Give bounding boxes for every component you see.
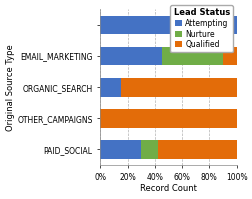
Bar <box>100 109 236 128</box>
Bar <box>120 78 236 97</box>
Bar <box>100 47 161 65</box>
Bar <box>161 47 222 65</box>
Bar <box>100 16 236 34</box>
Y-axis label: Original Source Type: Original Source Type <box>6 44 15 131</box>
Legend: Attempting, Nurture, Qualified: Attempting, Nurture, Qualified <box>170 5 232 52</box>
Bar <box>100 78 120 97</box>
Bar <box>157 140 236 159</box>
Bar <box>100 140 141 159</box>
X-axis label: Record Count: Record Count <box>140 184 196 193</box>
Bar <box>141 140 157 159</box>
Bar <box>222 47 236 65</box>
